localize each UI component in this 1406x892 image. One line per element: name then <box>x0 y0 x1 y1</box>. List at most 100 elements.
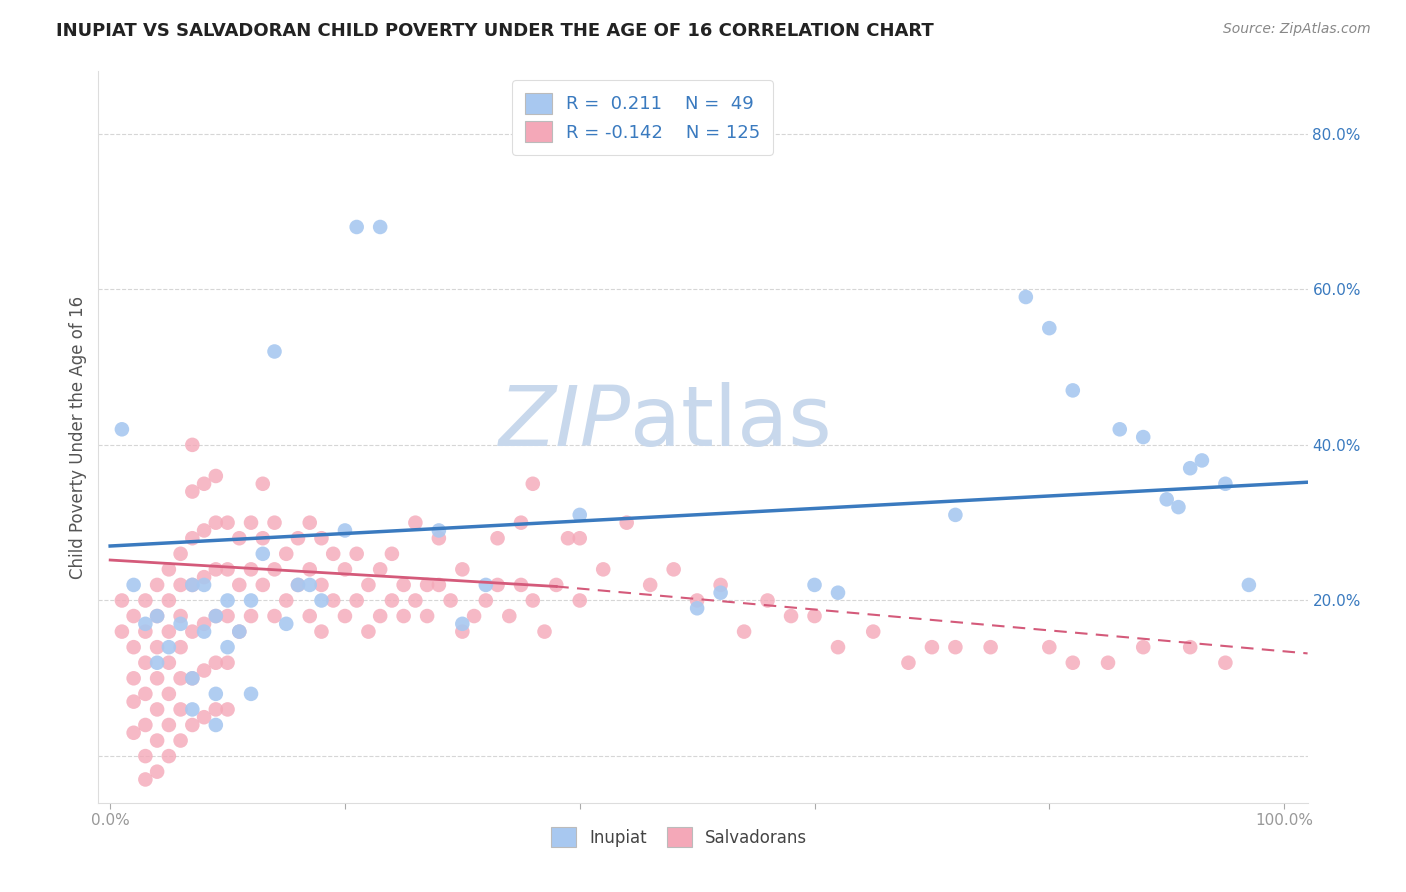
Point <box>710 578 733 592</box>
Point <box>276 616 298 631</box>
Point <box>733 624 755 639</box>
Point <box>193 578 215 592</box>
Point <box>134 616 156 631</box>
Point <box>404 516 426 530</box>
Point <box>134 593 156 607</box>
Point <box>1167 500 1189 515</box>
Point <box>333 562 356 576</box>
Point <box>146 609 169 624</box>
Point <box>486 578 509 592</box>
Point <box>134 656 156 670</box>
Point <box>1237 578 1260 592</box>
Point <box>204 656 226 670</box>
Point <box>945 640 967 655</box>
Point <box>204 609 226 624</box>
Point <box>263 562 285 576</box>
Point <box>193 616 215 631</box>
Point <box>193 476 215 491</box>
Point <box>181 624 204 639</box>
Point <box>217 562 239 576</box>
Point <box>252 531 274 545</box>
Point <box>346 547 368 561</box>
Point <box>181 702 204 716</box>
Point <box>1108 422 1130 436</box>
Point <box>416 578 439 592</box>
Point <box>346 593 368 607</box>
Point <box>122 640 145 655</box>
Point <box>1132 430 1154 444</box>
Point <box>169 671 191 685</box>
Point <box>592 562 614 576</box>
Point <box>157 687 180 701</box>
Point <box>134 624 156 639</box>
Point <box>157 593 180 607</box>
Point <box>451 624 474 639</box>
Point <box>439 593 461 607</box>
Point <box>217 656 239 670</box>
Point <box>780 609 803 624</box>
Point <box>146 656 169 670</box>
Point <box>228 578 250 592</box>
Point <box>204 469 226 483</box>
Point <box>298 516 321 530</box>
Point <box>169 578 191 592</box>
Text: INUPIAT VS SALVADORAN CHILD POVERTY UNDER THE AGE OF 16 CORRELATION CHART: INUPIAT VS SALVADORAN CHILD POVERTY UNDE… <box>56 22 934 40</box>
Point <box>157 656 180 670</box>
Point <box>217 593 239 607</box>
Point <box>252 578 274 592</box>
Point <box>921 640 943 655</box>
Point <box>240 687 263 701</box>
Point <box>368 609 391 624</box>
Point <box>322 547 344 561</box>
Point <box>311 593 333 607</box>
Point <box>217 640 239 655</box>
Point <box>451 616 474 631</box>
Point <box>181 578 204 592</box>
Point <box>686 601 709 615</box>
Point <box>111 422 134 436</box>
Point <box>122 609 145 624</box>
Point <box>181 718 204 732</box>
Point <box>146 702 169 716</box>
Point <box>945 508 967 522</box>
Point <box>240 593 263 607</box>
Point <box>568 593 591 607</box>
Point <box>427 531 450 545</box>
Point <box>263 344 285 359</box>
Point <box>510 578 533 592</box>
Point <box>368 219 391 234</box>
Point <box>1215 476 1237 491</box>
Point <box>169 640 191 655</box>
Point <box>157 749 180 764</box>
Point <box>568 531 591 545</box>
Point <box>1062 656 1084 670</box>
Text: atlas: atlas <box>630 382 832 463</box>
Point <box>204 718 226 732</box>
Point <box>146 640 169 655</box>
Point <box>181 671 204 685</box>
Point <box>1062 384 1084 398</box>
Point <box>181 531 204 545</box>
Point <box>204 702 226 716</box>
Point <box>368 562 391 576</box>
Point <box>756 593 779 607</box>
Point <box>157 718 180 732</box>
Point <box>1180 640 1202 655</box>
Point <box>181 438 204 452</box>
Point <box>276 593 298 607</box>
Point <box>638 578 661 592</box>
Point <box>298 609 321 624</box>
Point <box>263 516 285 530</box>
Point <box>451 562 474 576</box>
Point <box>1156 492 1178 507</box>
Point <box>217 609 239 624</box>
Point <box>803 609 825 624</box>
Text: Source: ZipAtlas.com: Source: ZipAtlas.com <box>1223 22 1371 37</box>
Point <box>146 609 169 624</box>
Point <box>204 562 226 576</box>
Point <box>392 609 415 624</box>
Point <box>346 219 368 234</box>
Point <box>169 609 191 624</box>
Point <box>662 562 685 576</box>
Point <box>311 531 333 545</box>
